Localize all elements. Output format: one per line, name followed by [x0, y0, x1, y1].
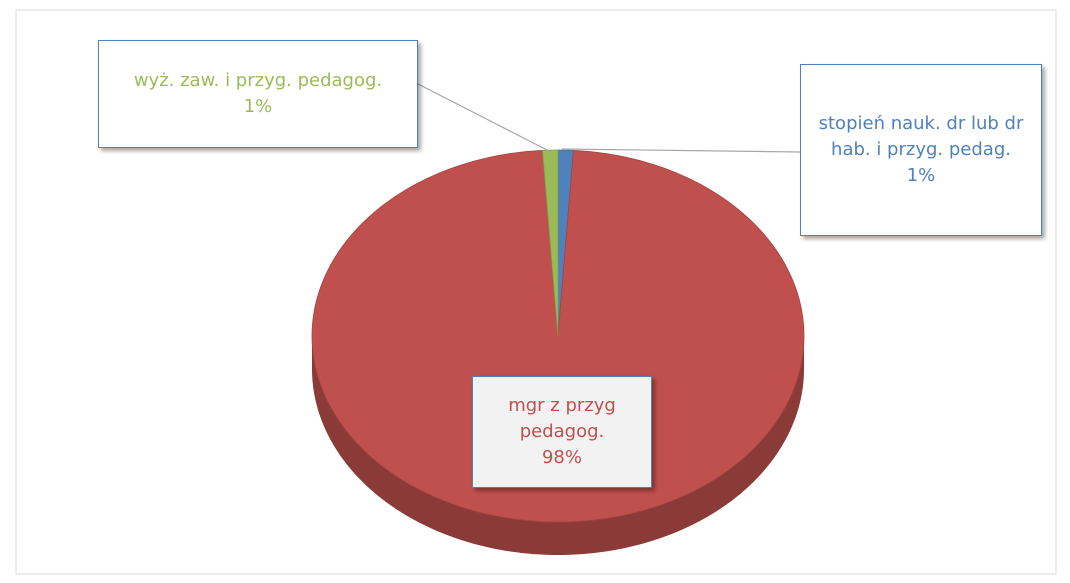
data-label: stopień nauk. dr lub dr hab. i przyg. pe… — [800, 64, 1042, 236]
data-label: wyż. zaw. i przyg. pedagog. 1% — [98, 40, 418, 148]
pie-slice — [542, 149, 559, 337]
leader-line — [561, 148, 801, 153]
label-value: 1% — [243, 96, 273, 117]
pie-slice — [311, 149, 805, 523]
data-label: mgr z przyg pedagog. 98% — [472, 376, 652, 488]
label-value: 1% — [906, 165, 936, 186]
leader-line — [417, 83, 550, 152]
pie — [311, 149, 805, 555]
label-category: stopień nauk. dr lub dr hab. i przyg. pe… — [818, 113, 1024, 160]
label-category: wyż. zaw. i przyg. pedagog. — [133, 70, 383, 91]
label-category: mgr z przyg pedagog. — [508, 395, 616, 442]
chart-frame — [15, 9, 1057, 575]
pie-side — [312, 336, 804, 555]
label-value: 98% — [541, 447, 582, 468]
